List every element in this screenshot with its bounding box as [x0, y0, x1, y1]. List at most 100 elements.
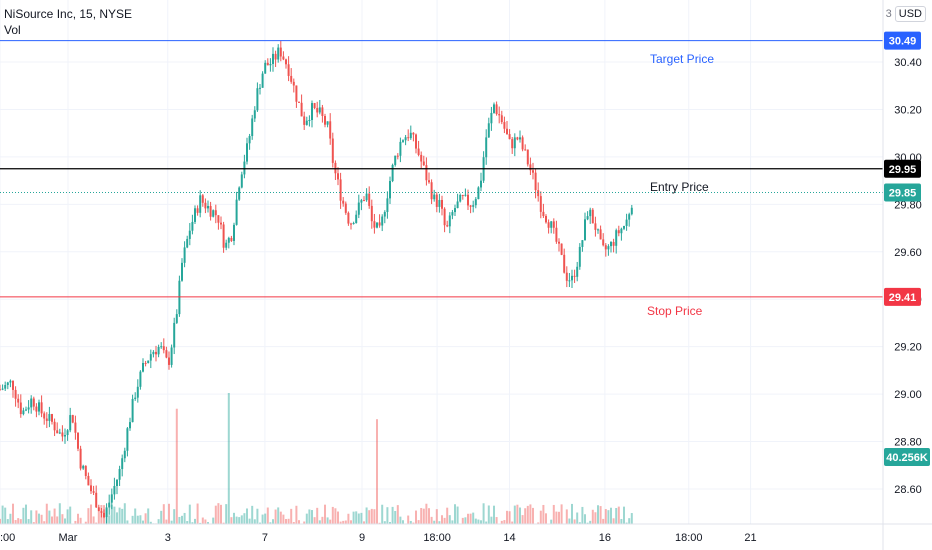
candle-body [48, 414, 51, 421]
volume-bar [446, 507, 449, 524]
candle-body [409, 132, 412, 139]
candle-body [602, 239, 605, 246]
candle-body [417, 148, 420, 155]
candle-body [178, 280, 181, 315]
volume-bar [412, 522, 415, 524]
volume-bar [95, 522, 98, 524]
chart-legend: NiSource Inc, 15, NYSE Vol [4, 6, 132, 38]
volume-bar [617, 506, 620, 524]
candle-body [487, 123, 490, 138]
volume-bar [352, 511, 355, 524]
candle-body [45, 418, 48, 421]
candle-body [12, 380, 14, 390]
candle-body [630, 207, 633, 215]
candle-body [1, 388, 4, 390]
volume-bar [246, 508, 248, 524]
volume-bar [422, 508, 425, 524]
volume-bar [430, 516, 433, 524]
volume-bar [529, 504, 532, 524]
volume-bar [482, 503, 485, 524]
candle-body [87, 475, 90, 486]
volume-bar [251, 505, 254, 524]
volume-bar [552, 504, 555, 524]
candle-body [220, 222, 222, 225]
candle-body [329, 121, 332, 139]
volume-bar [386, 507, 389, 524]
currency-label[interactable]: USD [894, 6, 926, 22]
candle-body [529, 164, 532, 171]
candle-body [363, 200, 365, 202]
volume-bar [259, 522, 261, 524]
volume-bar [305, 513, 308, 524]
candle-body [425, 165, 428, 181]
candle-body [225, 242, 228, 248]
volume-bar [217, 503, 220, 524]
volume-bar [381, 504, 384, 524]
volume-indicator-label[interactable]: Vol [4, 23, 21, 37]
volume-bar [27, 519, 30, 524]
volume-bar [511, 521, 514, 524]
candle-body [508, 134, 511, 140]
volume-bar [272, 519, 274, 524]
volume-bar [173, 509, 176, 524]
candle-body [155, 351, 157, 355]
candle-body [404, 137, 407, 141]
candle-body [149, 354, 152, 361]
candle-body [324, 115, 326, 125]
candle-body [214, 210, 217, 216]
candle-body [584, 219, 586, 241]
candle-body [516, 137, 519, 140]
candle-body [524, 149, 527, 151]
volume-bar [321, 516, 324, 524]
candle-body [555, 227, 558, 242]
volume-bar [433, 520, 436, 524]
candle-body [82, 465, 85, 469]
currency-selector[interactable]: 3 USD [886, 6, 926, 22]
candle-body [456, 201, 459, 209]
candle-body [134, 397, 137, 399]
candle-body [129, 422, 131, 429]
candle-body [615, 230, 618, 246]
candle-body [586, 216, 589, 220]
candle-body [402, 140, 404, 142]
candle-body [560, 243, 563, 255]
price-level-lines [0, 40, 883, 298]
volume-bar [40, 514, 43, 524]
volume-bar [615, 508, 618, 524]
volume-bar [17, 518, 20, 524]
candle-body [428, 180, 430, 183]
candle-body [597, 229, 599, 231]
volume-bar [87, 508, 90, 524]
symbol-title[interactable]: NiSource Inc, 15, NYSE [4, 7, 133, 21]
volume-bar [233, 512, 235, 524]
candle-body [381, 216, 384, 226]
candle-body [282, 56, 285, 60]
candle-body [313, 103, 316, 109]
candle-body [121, 458, 124, 470]
volume-bar [415, 510, 417, 524]
candle-body [90, 485, 92, 492]
time-axis[interactable]: :00 Mar 3 7 9 18:00 14 16 18:00 21 [0, 532, 757, 544]
candle-body [500, 115, 503, 123]
candle-body [467, 194, 469, 206]
candle-body [568, 280, 571, 282]
price-axis[interactable]: 30.4030.2030.0029.8029.6029.4029.2029.00… [894, 57, 922, 496]
candle-body [511, 139, 514, 149]
volume-bar [318, 520, 321, 524]
volume-bar [84, 521, 87, 524]
time-tick-label: 18:00 [675, 532, 703, 544]
candle-body [625, 219, 628, 226]
candle-body [589, 209, 592, 217]
volume-bar [256, 508, 259, 524]
price-tag: 29.95 [889, 164, 917, 176]
volume-bar [77, 513, 79, 524]
volume-bar [144, 513, 147, 524]
candle-body [84, 465, 87, 476]
candle-body [485, 137, 488, 158]
candle-body [64, 435, 66, 437]
annotation-entry-price: Entry Price [650, 180, 709, 194]
candle-body [6, 382, 9, 386]
volume-bar [480, 520, 482, 524]
volume-bar [389, 522, 391, 524]
